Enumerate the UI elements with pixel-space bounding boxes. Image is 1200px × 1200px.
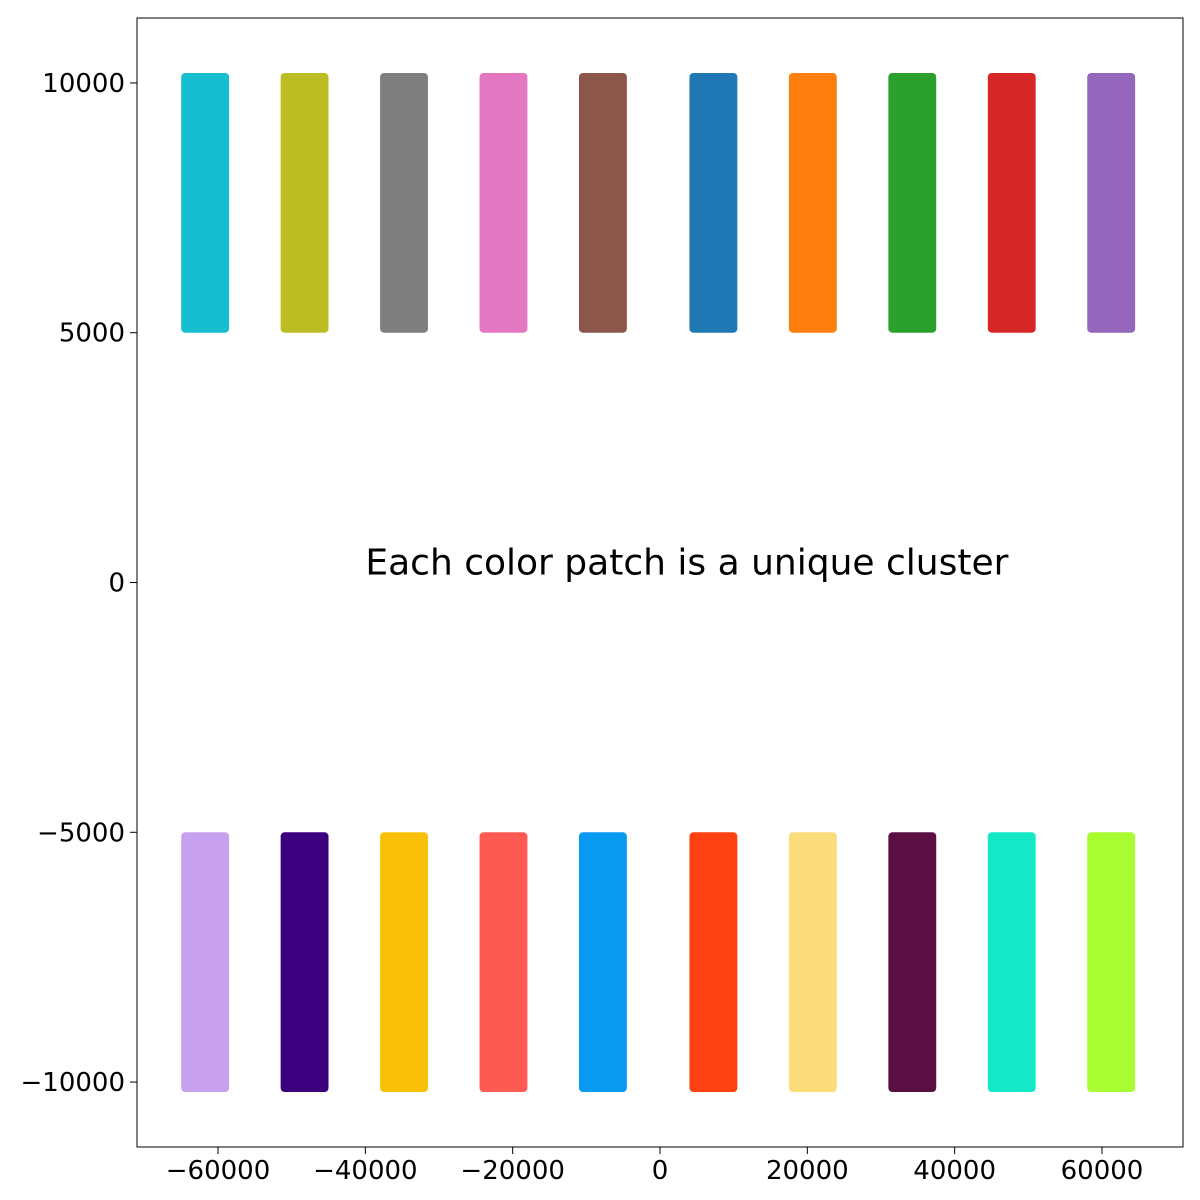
y-tick-label: 0 <box>108 569 125 599</box>
cluster-patch-3 <box>380 72 428 333</box>
cluster-patch-18 <box>888 832 937 1093</box>
y-tick-label: −5000 <box>37 818 125 848</box>
cluster-patch-20 <box>1087 832 1136 1093</box>
cluster-patch-8 <box>888 72 937 333</box>
cluster-patch-12 <box>280 832 329 1093</box>
cluster-patch-15 <box>578 832 627 1093</box>
cluster-patch-19 <box>987 832 1036 1093</box>
cluster-patch-2 <box>280 72 329 333</box>
y-axis-ticks: −10000 −5000 0 5000 10000 <box>21 69 137 1098</box>
cluster-patch-14 <box>479 832 528 1093</box>
cluster-patch-5 <box>578 72 627 333</box>
cluster-patch-10 <box>1087 72 1136 333</box>
x-tick-label: −40000 <box>313 1156 418 1186</box>
plot-area-frame <box>136 17 1184 1148</box>
cluster-patches <box>181 72 1136 1093</box>
x-tick-label: 0 <box>652 1156 669 1186</box>
cluster-patch-1 <box>181 72 230 333</box>
cluster-patch-17 <box>788 832 837 1093</box>
x-axis-ticks: −60000 −40000 −20000 0 20000 40000 60000 <box>166 1147 1144 1186</box>
x-tick-label: −60000 <box>166 1156 271 1186</box>
cluster-patch-7 <box>788 72 837 333</box>
cluster-patch-13 <box>380 832 428 1093</box>
x-tick-label: 60000 <box>1061 1156 1144 1186</box>
chart-annotation: Each color patch is a unique cluster <box>365 543 1008 584</box>
cluster-patch-9 <box>987 72 1036 333</box>
y-tick-label: −10000 <box>21 1068 126 1098</box>
cluster-patch-11 <box>181 832 230 1093</box>
cluster-patch-4 <box>479 72 528 333</box>
x-tick-label: 40000 <box>913 1156 996 1186</box>
cluster-patch-16 <box>689 832 738 1093</box>
x-tick-label: 20000 <box>766 1156 849 1186</box>
y-tick-label: 10000 <box>42 69 125 99</box>
y-tick-label: 5000 <box>59 319 125 349</box>
x-tick-label: −20000 <box>460 1156 565 1186</box>
cluster-patch-6 <box>689 72 738 333</box>
